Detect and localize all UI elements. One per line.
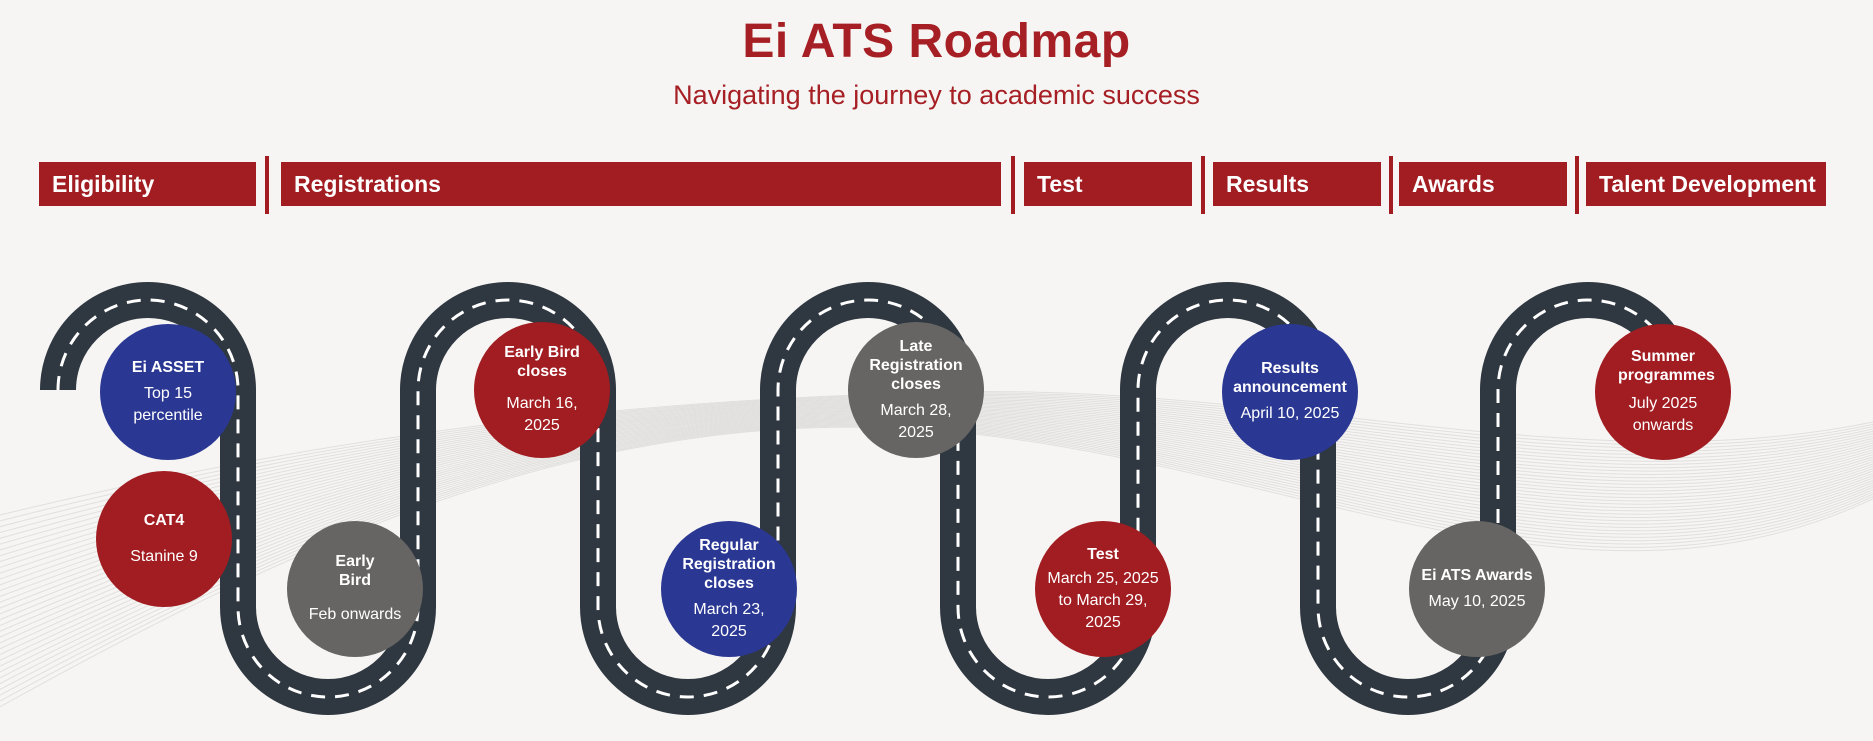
phase-eligibility: Eligibility: [39, 162, 256, 206]
milestone-detail: March 25, 2025 to March 29, 2025: [1047, 569, 1159, 631]
milestone-heading: Summer programmes: [1618, 348, 1715, 384]
milestone-detail: March 16, 2025: [506, 395, 578, 434]
milestone-test: Test March 25, 2025 to March 29, 2025: [1035, 521, 1171, 657]
milestone-detail: Feb onwards: [308, 606, 402, 623]
milestone-cat4: CAT4 Stanine 9: [96, 471, 232, 607]
milestone-detail: Stanine 9: [130, 547, 198, 565]
phase-divider: [1575, 156, 1579, 214]
phase-divider: [1389, 156, 1393, 214]
milestone-detail: April 10, 2025: [1240, 405, 1340, 422]
milestone-detail: March 23, 2025: [693, 600, 765, 640]
milestone-heading: Early Bird closes: [504, 344, 580, 380]
phase-awards: Awards: [1399, 162, 1567, 206]
milestone-regular-registration-closes: Regular Registration closes March 23, 20…: [661, 521, 797, 657]
milestone-detail: Top 15 percentile: [133, 384, 203, 424]
milestone-heading: Regular Registration closes: [682, 536, 776, 592]
milestone-late-registration-closes: Late Registration closes March 28, 2025: [848, 322, 984, 458]
milestone-heading: Results announcement: [1233, 360, 1347, 396]
phase-results: Results: [1213, 162, 1381, 206]
milestone-heading: Late Registration closes: [869, 337, 963, 393]
milestone-detail: May 10, 2025: [1428, 592, 1526, 610]
milestone-ei-ats-awards: Ei ATS Awards May 10, 2025: [1409, 521, 1545, 657]
phase-divider: [1011, 156, 1015, 214]
milestone-detail: July 2025 onwards: [1628, 395, 1698, 434]
page-subtitle: Navigating the journey to academic succe…: [673, 80, 1200, 110]
phase-talent-development: Talent Development: [1586, 162, 1826, 206]
page-title: Ei ATS Roadmap: [742, 15, 1131, 68]
milestone-early-bird-closes: Early Bird closes March 16, 2025: [474, 322, 610, 458]
milestone-heading: Test: [1087, 545, 1119, 563]
milestone-heading: Early Bird: [335, 553, 375, 589]
milestone-heading: Ei ATS Awards: [1421, 566, 1533, 584]
milestone-summer-programmes: Summer programmes July 2025 onwards: [1595, 324, 1731, 460]
milestone-results-announcement: Results announcement April 10, 2025: [1222, 324, 1358, 460]
phase-test: Test: [1024, 162, 1192, 206]
milestone-detail: March 28, 2025: [880, 401, 952, 441]
milestone-ei-asset: Ei ASSET Top 15 percentile: [100, 324, 236, 460]
phase-divider: [1201, 156, 1205, 214]
milestone-heading: CAT4: [143, 511, 185, 529]
milestone-heading: Ei ASSET: [131, 358, 205, 376]
milestone-early-bird: Early Bird Feb onwards: [287, 521, 423, 657]
phase-divider: [265, 156, 269, 214]
road-center-dashes: [56, 298, 1680, 699]
phase-registrations: Registrations: [281, 162, 1001, 206]
